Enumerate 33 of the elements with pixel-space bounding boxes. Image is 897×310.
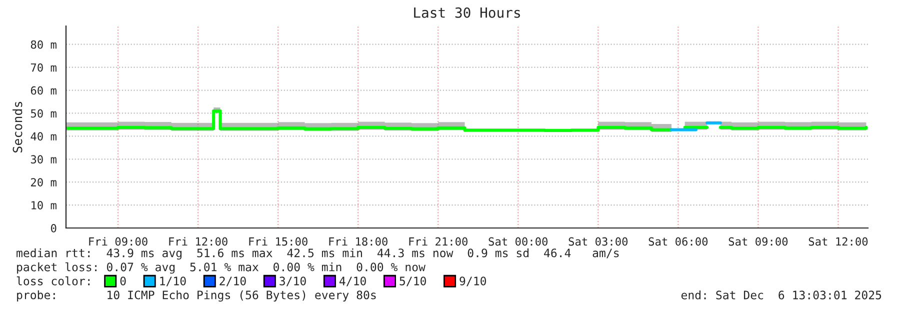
legend-label: 5/10 — [400, 276, 426, 286]
legend-label: 9/10 — [460, 276, 486, 286]
x-tick-label: Fri 09:00 — [89, 237, 148, 246]
x-tick-label: Sat 06:00 — [648, 237, 708, 246]
y-tick-label: 30 m — [30, 155, 56, 164]
chart-title: Last 30 Hours — [414, 7, 520, 18]
y-tick-label: 80 m — [30, 40, 56, 49]
legend-label: 0 — [120, 276, 126, 286]
x-tick-label: Sat 12:00 — [808, 237, 868, 246]
x-tick-label: Fri 18:00 — [329, 237, 388, 246]
text: loss color: — [16, 276, 90, 286]
text: median rtt: 43.9 ms avg 51.6 ms max 42.5 ms min 44.3 ms now 0.9 ms sd 46.4 am/s — [16, 248, 619, 260]
y-tick-label: 50 m — [30, 109, 56, 118]
x-tick-label: Sat 09:00 — [728, 237, 788, 246]
legend-label: 2/10 — [220, 276, 246, 286]
y-tick-label: 70 m — [30, 63, 56, 72]
y-tick-label: 40 m — [30, 132, 56, 141]
x-tick-label: Fri 15:00 — [249, 237, 308, 246]
legend-label: 1/10 — [160, 276, 186, 286]
text: end: Sat Dec 6 13:03:01 2025 — [681, 290, 882, 300]
legend-label: 3/10 — [280, 276, 306, 286]
y-tick-label: 0 — [51, 224, 56, 232]
y-tick-label: 20 m — [31, 178, 56, 186]
y-tick-label: 10 m — [32, 201, 56, 210]
legend-label: 4/10 — [340, 276, 366, 286]
x-tick-label: Sat 03:00 — [568, 237, 628, 246]
x-tick-label: Fri 12:00 — [169, 237, 228, 246]
y-tick-label: 60 m — [30, 86, 56, 95]
text: probe: 10 ICMP Echo Pings (56 Bytes) every 80s — [17, 290, 376, 302]
x-tick-label: Sat 00:00 — [488, 237, 548, 246]
text: packet loss: 0.07 % avg 5.01 % max 0.00 % min 0.00 % now — [17, 262, 426, 274]
x-tick-label: Fri 21:00 — [409, 237, 468, 246]
y-axis-title: Seconds — [12, 102, 22, 152]
